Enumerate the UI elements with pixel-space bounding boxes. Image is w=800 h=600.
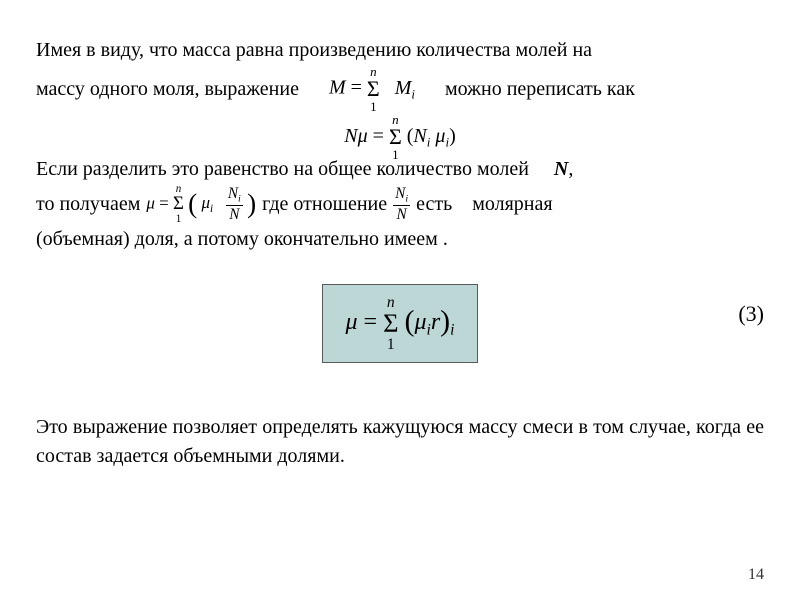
symbol-mui: μi bbox=[414, 309, 430, 335]
symbol-mui: μi bbox=[435, 125, 449, 147]
text-fragment: есть bbox=[416, 190, 452, 219]
symbol-eq: = bbox=[373, 125, 389, 147]
sigma-icon: Σ bbox=[367, 78, 380, 100]
symbol-mu: μ bbox=[358, 125, 368, 147]
sum-lower: 1 bbox=[367, 100, 380, 113]
page-number: 14 bbox=[748, 563, 764, 586]
sum-lower: 1 bbox=[173, 214, 184, 225]
equation-number: (3) bbox=[738, 298, 764, 330]
big-lparen-icon: ( bbox=[188, 188, 197, 218]
formula-mu-sum-frac: μ = n Σ 1 ( μi Ni N ) bbox=[146, 184, 256, 225]
fraction-Ni-N: Ni N bbox=[393, 186, 410, 223]
sigma-icon: Σ bbox=[383, 310, 398, 336]
slide-page: Имея в виду, что масса равна произведени… bbox=[0, 0, 800, 600]
text-fragment: то получаем bbox=[36, 190, 140, 219]
sum-lower: 1 bbox=[383, 337, 398, 353]
summation: n Σ 1 bbox=[173, 184, 184, 225]
symbol-N-bold: N bbox=[554, 158, 568, 180]
symbol-r: r bbox=[431, 309, 440, 335]
symbol-lparen: ( bbox=[404, 305, 414, 338]
formula-row-Nmu: Nμ = n Σ 1 (Niμi) bbox=[36, 113, 764, 161]
symbol-Mi: Mi bbox=[395, 77, 415, 99]
symbol-mu: μ bbox=[146, 193, 155, 212]
formula-mu-sum-mur: μ = n Σ 1 (μir)i bbox=[345, 309, 454, 335]
fraction-Ni-N: Ni N bbox=[226, 186, 243, 223]
text-fragment: массу одного моля, выражение bbox=[36, 75, 299, 104]
big-rparen-icon: ) bbox=[247, 188, 256, 218]
sigma-icon: Σ bbox=[389, 126, 402, 148]
paragraph-line-5: (объемная) доля, а потому окончательно и… bbox=[36, 225, 764, 254]
boxed-formula: μ = n Σ 1 (μir)i bbox=[322, 284, 477, 364]
summation: n Σ 1 bbox=[367, 65, 380, 113]
text-fragment: молярная bbox=[472, 190, 552, 219]
symbol-sub-i: i bbox=[450, 322, 454, 339]
symbol-eq: = bbox=[351, 77, 367, 99]
symbol-eq: = bbox=[159, 193, 173, 212]
symbol-N: N bbox=[344, 125, 357, 147]
symbol-mu: μ bbox=[345, 309, 357, 335]
symbol-mui: μi bbox=[201, 193, 213, 212]
sum-lower: 1 bbox=[389, 148, 402, 161]
symbol-rparen: ) bbox=[440, 305, 450, 338]
symbol-M: M bbox=[329, 77, 346, 99]
summation: n Σ 1 bbox=[389, 113, 402, 161]
text-fragment: Если разделить это равенство на общее ко… bbox=[36, 158, 529, 180]
symbol-rparen: ) bbox=[449, 125, 456, 147]
formula-M-sum-Mi: M = n Σ 1 Mi bbox=[329, 65, 415, 113]
text-fragment: можно переписать как bbox=[445, 75, 635, 104]
paragraph-line-4: то получаем μ = n Σ 1 ( μi Ni N ) где от… bbox=[36, 184, 764, 225]
boxed-equation-row: μ = n Σ 1 (μir)i (3) bbox=[36, 254, 764, 374]
formula-frac-Ni-N: Ni N bbox=[393, 186, 410, 223]
symbol-Ni: Ni bbox=[413, 125, 430, 147]
symbol-eq: = bbox=[364, 309, 384, 335]
paragraph-line-2: массу одного моля, выражение M = n Σ 1 M… bbox=[36, 65, 764, 113]
text-fragment: , bbox=[568, 158, 573, 180]
paragraph-line-1: Имея в виду, что масса равна произведени… bbox=[36, 36, 764, 65]
summation: n Σ 1 bbox=[383, 295, 398, 353]
paragraph-final: Это выражение позволяет определять кажущ… bbox=[36, 413, 764, 471]
text-fragment: где отношение bbox=[262, 190, 387, 219]
sigma-icon: Σ bbox=[173, 195, 184, 214]
formula-Nmu-sum: Nμ = n Σ 1 (Niμi) bbox=[344, 125, 455, 147]
